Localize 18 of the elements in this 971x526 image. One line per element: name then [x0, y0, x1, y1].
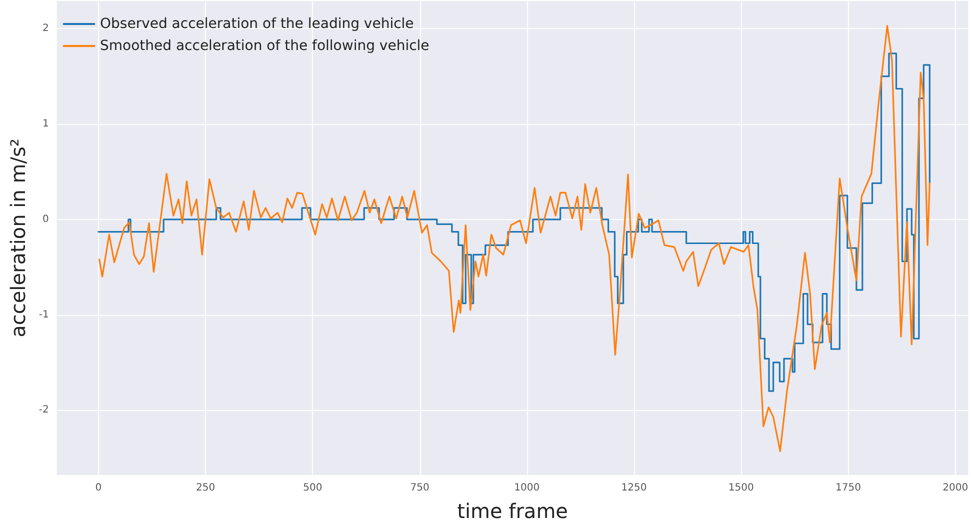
x-tick-label: 1250 [621, 482, 647, 494]
x-tick-label: 0 [95, 482, 102, 494]
y-tick-label: 1 [42, 118, 49, 130]
y-axis-title: acceleration in m/s² [6, 138, 30, 338]
x-axis-title: time frame [457, 499, 568, 523]
legend-label: Smoothed acceleration of the following vehicle [100, 38, 430, 54]
x-tick-label: 1000 [514, 482, 540, 494]
x-tick-label: 1500 [728, 482, 754, 494]
x-tick-label: 500 [303, 482, 322, 494]
x-tick-label: 750 [410, 482, 430, 494]
y-tick-label: 0 [42, 214, 49, 225]
x-tick-label: 1750 [836, 482, 861, 494]
x-tick-label: 250 [196, 482, 216, 494]
y-tick-label: -1 [38, 309, 49, 320]
legend-label: Observed acceleration of the leading vehicle [100, 16, 414, 32]
x-tick-label: 2000 [942, 482, 968, 494]
y-tick-label: 2 [42, 23, 49, 34]
y-tick-label: -2 [38, 404, 49, 416]
